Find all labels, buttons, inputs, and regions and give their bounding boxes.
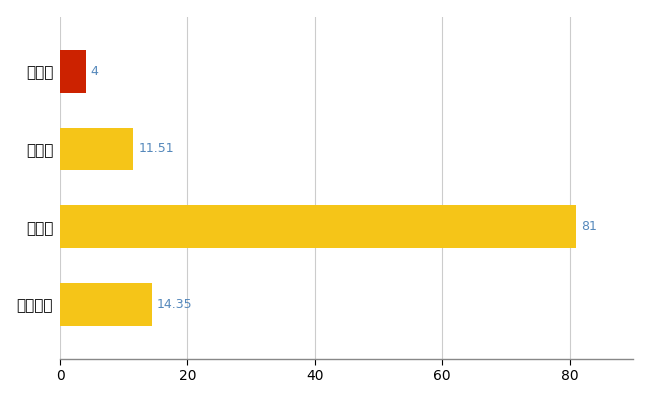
Text: 11.51: 11.51 xyxy=(138,142,174,155)
Bar xyxy=(60,50,86,92)
Bar xyxy=(60,283,151,326)
Bar xyxy=(60,128,133,170)
Text: 81: 81 xyxy=(581,220,597,233)
Bar xyxy=(60,205,576,248)
Text: 14.35: 14.35 xyxy=(157,298,192,311)
Text: 4: 4 xyxy=(91,65,99,78)
